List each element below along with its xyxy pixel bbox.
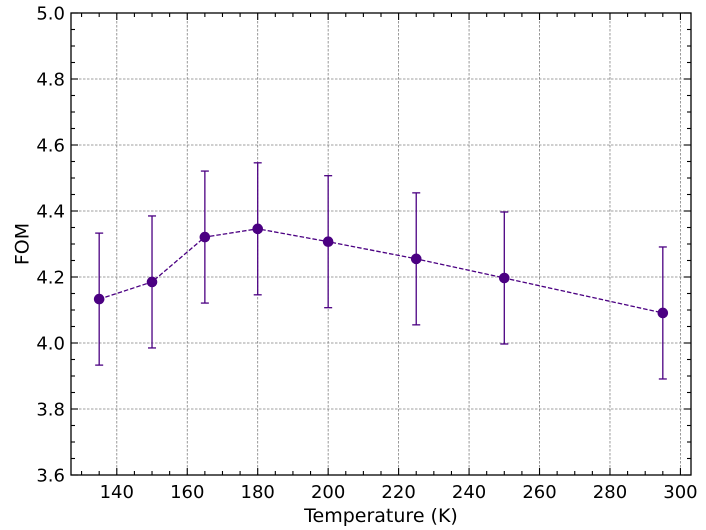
data-point — [410, 253, 422, 265]
x-axis-label: Temperature (K) — [303, 505, 458, 527]
series-layer — [93, 162, 669, 380]
data-point — [199, 231, 211, 243]
y-tick-label: 5.0 — [36, 4, 65, 25]
x-tick-label: 300 — [663, 482, 697, 503]
x-tick-label: 180 — [241, 482, 275, 503]
tick-labels: 140 160 180 200 220 240 260 280 300 3.6 3.8 4.0 4.2 4… — [36, 4, 697, 504]
x-tick-label: 140 — [100, 482, 134, 503]
y-tick-label: 4.8 — [36, 70, 65, 91]
y-tick-label: 3.8 — [36, 400, 65, 421]
data-point — [498, 272, 510, 284]
x-tick-label: 200 — [311, 482, 345, 503]
x-tick-label: 220 — [381, 482, 415, 503]
y-axis-label: FOM — [12, 223, 34, 265]
data-point — [93, 293, 105, 305]
minor-ticks — [71, 13, 691, 475]
series-line — [98, 228, 663, 314]
data-point — [657, 307, 669, 319]
plot-frame — [70, 12, 692, 476]
x-tick-label: 280 — [593, 482, 627, 503]
x-tick-label: 160 — [170, 482, 204, 503]
x-tick-label: 260 — [522, 482, 556, 503]
y-tick-label: 4.2 — [36, 268, 65, 289]
data-point — [252, 223, 264, 235]
data-point — [322, 236, 334, 247]
data-point — [146, 276, 158, 288]
y-tick-label: 4.6 — [36, 136, 65, 157]
y-tick-label: 4.4 — [36, 202, 65, 223]
y-tick-label: 4.0 — [36, 334, 65, 355]
x-tick-label: 240 — [452, 482, 486, 503]
y-tick-label: 3.6 — [36, 466, 65, 487]
